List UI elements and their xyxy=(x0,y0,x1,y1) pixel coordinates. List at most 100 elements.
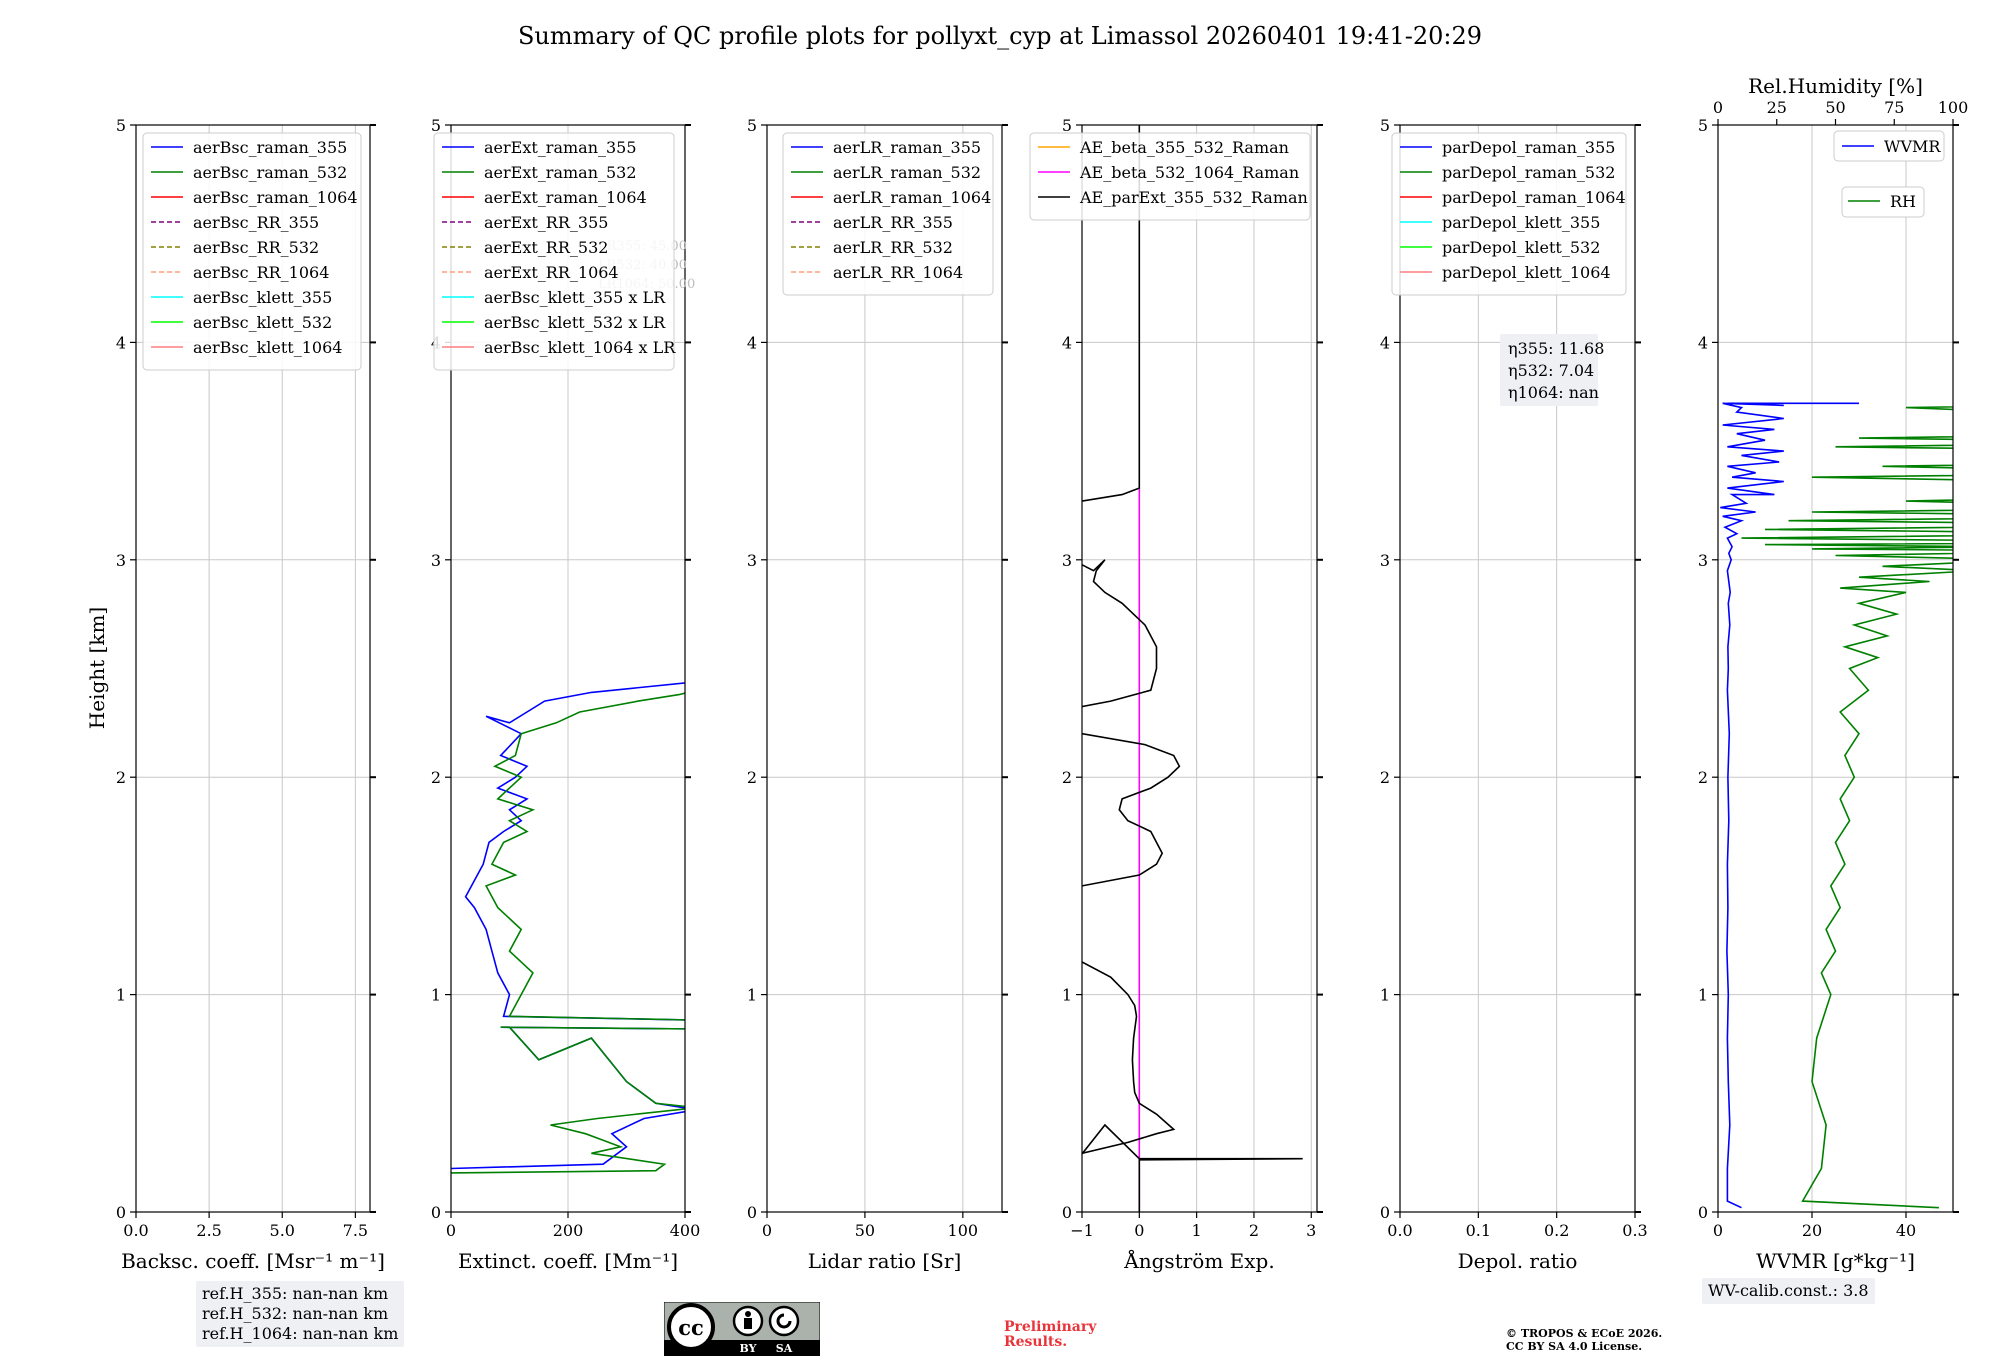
cc-logo-text: cc xyxy=(678,1315,704,1340)
series-line-aerExt_raman_532 xyxy=(451,692,685,1174)
x-tick-label: 50 xyxy=(855,1221,875,1240)
y-tick-label: 4 xyxy=(1062,333,1072,352)
y-tick-label: 0 xyxy=(747,1203,757,1222)
legend-label: aerBsc_klett_1064 xyxy=(193,338,342,357)
legend-label: aerBsc_RR_532 xyxy=(193,238,319,257)
y-tick-label: 5 xyxy=(747,116,757,135)
y-tick-label: 1 xyxy=(747,986,757,1005)
legend-label: aerBsc_raman_532 xyxy=(193,163,347,182)
y-tick-label: 3 xyxy=(747,551,757,570)
y-tick-label: 4 xyxy=(1698,333,1708,352)
y-tick-label: 5 xyxy=(116,116,126,135)
legend-label: parDepol_raman_1064 xyxy=(1442,188,1626,207)
legend-box xyxy=(1029,132,1311,221)
y-tick-label: 2 xyxy=(431,768,441,787)
y-tick-label: 3 xyxy=(1062,551,1072,570)
cc-by-sa-badge: cc BY SA xyxy=(664,1302,820,1356)
panel-wv: 0 20 40 0 1 2 3 4 5 WVMR [g*kg⁻¹] 0 25 50 75 100 Rel.Hu… xyxy=(1698,74,1969,1273)
y-tick-label: 3 xyxy=(116,551,126,570)
x-tick-label: 0 xyxy=(762,1221,772,1240)
legend-label: parDepol_klett_1064 xyxy=(1442,263,1611,282)
legend-label: aerExt_RR_1064 xyxy=(484,263,619,282)
y-tick-label: 5 xyxy=(431,116,441,135)
legend-label: RH xyxy=(1890,192,1916,211)
x-tick-label: −1 xyxy=(1070,1221,1094,1240)
preliminary-line-1: Preliminary xyxy=(1004,1319,1097,1335)
y-tick-label: 0 xyxy=(1380,1203,1390,1222)
eta-annotation: η532: 7.04 xyxy=(1508,361,1594,380)
x-axis-label: Depol. ratio xyxy=(1458,1249,1578,1273)
figure-title: Summary of QC profile plots for pollyxt_… xyxy=(517,22,1483,50)
axes-frame xyxy=(1081,124,1318,1213)
legend-label: parDepol_raman_532 xyxy=(1442,163,1615,182)
legend-label: WVMR xyxy=(1884,137,1941,156)
y-tick-label: 0 xyxy=(1698,1203,1708,1222)
legend-label: aerLR_RR_532 xyxy=(833,238,953,257)
legend-label: AE_beta_355_532_Raman xyxy=(1079,138,1289,157)
series-line-RH xyxy=(1741,406,1953,1209)
axes-frame xyxy=(766,124,1003,1213)
series-line-aerExt_raman_355 xyxy=(451,682,685,1170)
x-tick-label: 1 xyxy=(1192,1221,1202,1240)
legend-box xyxy=(433,132,675,371)
ref-h-532: ref.H_532: nan-nan km xyxy=(202,1304,389,1323)
copyright-line-2: CC BY SA 4.0 License. xyxy=(1506,1340,1643,1353)
panel-lr: 0 50 100 0 1 2 3 4 5 Lidar ratio [Sr] aerLR_raman_… xyxy=(747,116,1008,1273)
legend-label: aerBsc_klett_355 x LR xyxy=(484,288,666,307)
x-axis-label: Lidar ratio [Sr] xyxy=(808,1249,962,1273)
reference-height-box: ref.H_355: nan-nan km ref.H_532: nan-nan… xyxy=(196,1281,405,1347)
copyright-note: © TROPOS & ECoE 2026. CC BY SA 4.0 Licen… xyxy=(1506,1327,1662,1353)
preliminary-note: Preliminary Results. xyxy=(1004,1320,1096,1350)
series-line-WVMR xyxy=(1720,402,1859,1209)
y-tick-label: 1 xyxy=(1062,986,1072,1005)
x-tick-label: 7.5 xyxy=(343,1221,368,1240)
legend-label: aerExt_RR_355 xyxy=(484,213,608,232)
legend-box xyxy=(782,132,994,296)
y-axis-label: Height [km] xyxy=(85,607,109,729)
sa-share-icon xyxy=(768,1305,800,1337)
ref-h-355: ref.H_355: nan-nan km xyxy=(202,1284,389,1303)
legend-label: aerExt_raman_1064 xyxy=(484,188,647,207)
top-x-tick-label: 25 xyxy=(1767,98,1787,117)
top-x-tick-label: 50 xyxy=(1825,98,1845,117)
x-axis-label: Extinct. coeff. [Mm⁻¹] xyxy=(458,1249,678,1273)
legend-label: aerBsc_klett_1064 x LR xyxy=(484,338,676,357)
legend-label: aerExt_raman_355 xyxy=(484,138,637,157)
panel-bsc: 0.0 2.5 5.0 7.5 0 1 2 3 4 5 Backsc. coeff. [Msr⁻¹ … xyxy=(116,116,385,1273)
legend-label: aerLR_raman_355 xyxy=(833,138,981,157)
y-tick-label: 0 xyxy=(116,1203,126,1222)
y-tick-label: 0 xyxy=(1062,1203,1072,1222)
legend-label: parDepol_raman_355 xyxy=(1442,138,1615,157)
y-tick-label: 1 xyxy=(431,986,441,1005)
y-tick-label: 4 xyxy=(1380,333,1390,352)
x-tick-label: 20 xyxy=(1802,1221,1822,1240)
y-tick-label: 5 xyxy=(1380,116,1390,135)
axes-frame xyxy=(135,124,371,1213)
legend-box xyxy=(1391,132,1627,296)
y-tick-label: 1 xyxy=(1698,986,1708,1005)
axes-frame xyxy=(1717,124,1954,1213)
y-tick-label: 2 xyxy=(1062,768,1072,787)
series-group xyxy=(1082,125,1303,1212)
legend-label: aerExt_RR_532 xyxy=(484,238,608,257)
y-tick-label: 2 xyxy=(747,768,757,787)
top-x-tick-label: 100 xyxy=(1938,98,1969,117)
legend-label: aerExt_raman_532 xyxy=(484,163,637,182)
eta-annotation: η355: 11.68 xyxy=(1508,339,1604,358)
eta-annotation: η1064: nan xyxy=(1508,383,1599,402)
y-tick-label: 5 xyxy=(1062,116,1072,135)
copyright-line-1: © TROPOS & ECoE 2026. xyxy=(1506,1327,1663,1340)
panel-ext: 0200400012345Extinct. coeff. [Mm⁻¹]LR355… xyxy=(431,116,700,1273)
y-tick-label: 2 xyxy=(1698,768,1708,787)
wv-calibration-box: WV-calib.const.: 3.8 xyxy=(1702,1278,1875,1304)
top-x-tick-label: 0 xyxy=(1713,98,1723,117)
ref-h-1064: ref.H_1064: nan-nan km xyxy=(202,1324,399,1343)
legend-label: aerBsc_RR_355 xyxy=(193,213,319,232)
eta-box xyxy=(1500,334,1598,406)
by-label: BY xyxy=(740,1342,757,1355)
legend-label: parDepol_klett_532 xyxy=(1442,238,1600,257)
y-tick-label: 4 xyxy=(116,333,126,352)
legend-label: parDepol_klett_355 xyxy=(1442,213,1600,232)
